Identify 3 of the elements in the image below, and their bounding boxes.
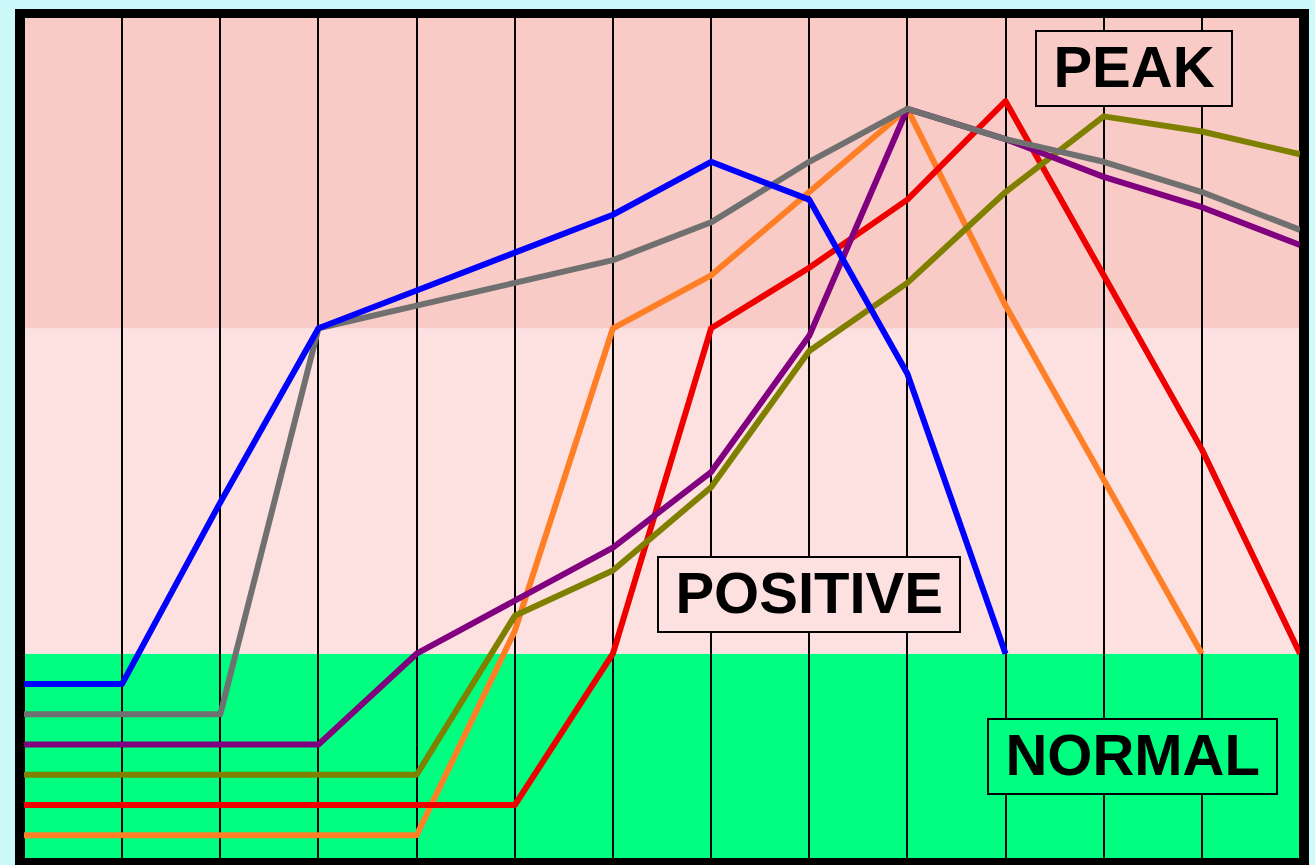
band-label: POSITIVE [675, 560, 943, 626]
band-label: PEAK [1053, 34, 1215, 100]
band-label: NORMAL [1005, 721, 1260, 787]
